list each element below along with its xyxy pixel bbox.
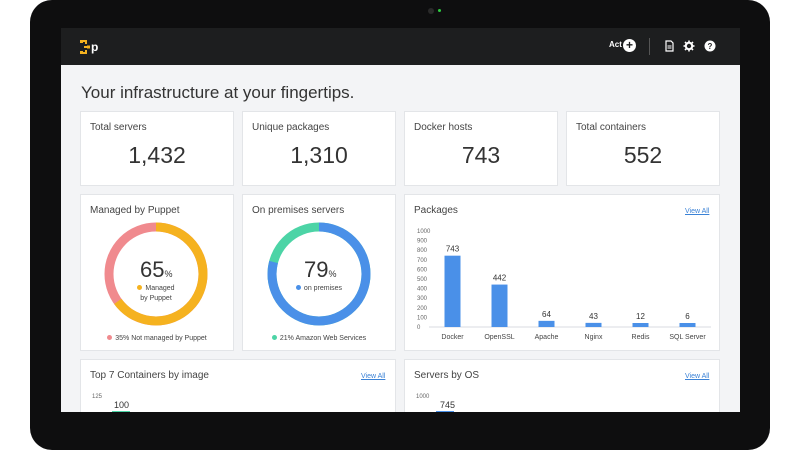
y-tick-label: 500 [417,277,428,283]
y-tick-label: 700 [417,258,428,264]
servers-by-os-card[interactable]: Servers by OS View All 1000 745 [404,359,720,412]
camera [428,8,434,14]
stat-card-total-servers[interactable]: Total servers 1,432 [80,111,234,186]
stat-label: Docker hosts [414,122,473,133]
bar-sql-server[interactable] [679,323,696,327]
bar-value-label: 12 [636,312,645,321]
donut-percent: 79% [304,257,337,282]
card-title: Top 7 Containers by image [90,370,209,381]
legend-dot [271,335,277,340]
y-tick-label: 600 [417,267,428,273]
bar-redis[interactable] [632,323,649,327]
stat-label: Unique packages [252,122,330,133]
donut-sub-label: Managed by Puppet [126,284,186,304]
card-title: Servers by OS [414,370,480,381]
toolbar-divider [649,38,650,55]
stat-value: 1,310 [290,142,348,168]
managed-donut-chart [104,222,208,326]
y-tick-label: 200 [417,306,428,312]
x-tick-label: OpenSSL [484,334,514,341]
svg-text:?: ? [708,42,713,51]
card-title: Managed by Puppet [90,205,180,216]
stat-card-unique-packages[interactable]: Unique packages 1,310 [242,111,396,186]
stat-value: 743 [461,142,501,168]
os-bar [436,411,454,412]
y-tick-label: 125 [92,394,103,400]
x-tick-label: Nginx [585,334,603,341]
stat-card-docker-hosts[interactable]: Docker hosts 743 [404,111,558,186]
stat-label: Total servers [90,122,147,133]
bar-value-label: 6 [685,312,690,321]
y-tick-label: 1000 [417,229,431,235]
top-bar: p Act + ? [61,28,740,65]
packages-view-all-link[interactable]: View All [685,208,710,215]
bar-openssl[interactable] [491,284,508,327]
managed-by-puppet-card[interactable]: Managed by Puppet 65% Managed by Puppet 3… [80,194,234,351]
packages-bar-chart: 10009008007006005004003002001000743Docke… [417,229,711,341]
document-icon[interactable] [663,40,675,52]
donut-main-arc [267,222,371,326]
containers-view-all-link[interactable]: View All [361,373,386,380]
app-screen: p Act + ? Your infrastructure at your fi… [61,28,740,412]
servers-os-view-all-link[interactable]: View All [685,373,710,380]
gear-icon[interactable] [683,40,695,52]
bar-value-label: 43 [589,312,598,321]
onprem-donut-chart [267,222,371,326]
legend-dot [107,335,113,340]
y-tick-label: 800 [417,248,428,254]
donut-sub-label: on premises [289,284,349,294]
bar-docker[interactable] [444,255,461,327]
on-premises-card[interactable]: On premises servers 79% on premises 21% … [242,194,396,351]
y-tick-label: 300 [417,296,428,302]
legend-dot [137,285,143,290]
donut-legend: 21% Amazon Web Services [243,335,395,342]
card-title: Packages [414,205,458,216]
donut-percent: 65% [140,257,173,282]
bar-value-label: 64 [542,310,551,319]
logo-letter: p [91,40,99,54]
status-led [438,9,441,12]
y-tick-label: 100 [417,315,428,321]
bar-value-label: 745 [440,400,456,410]
legend-dot [295,285,301,290]
x-tick-label: SQL Server [669,334,706,341]
container-bar [112,411,130,412]
stat-label: Total containers [576,122,647,133]
y-tick-label: 0 [417,325,421,331]
bar-value-label: 442 [493,274,507,283]
packages-card[interactable]: Packages View All 1000 900 800 700 600 500 400… [404,194,720,351]
bar-apache[interactable] [538,320,555,327]
puppet-logo-icon[interactable] [79,39,103,55]
y-tick-label: 900 [417,239,428,245]
stat-card-total-containers[interactable]: Total containers 552 [566,111,720,186]
donut-main-arc [104,222,208,326]
bar-nginx[interactable] [585,322,602,327]
page-title: Your infrastructure at your fingertips. [81,83,355,102]
y-tick-label: 1000 [416,394,430,400]
bar-value-label: 100 [114,400,130,410]
y-tick-label: 400 [417,287,428,293]
card-title: On premises servers [252,205,345,216]
x-tick-label: Redis [632,334,650,341]
donut-legend: 35% Not managed by Puppet [81,335,233,342]
stat-value: 1,432 [128,142,186,168]
top-containers-card[interactable]: Top 7 Containers by image View All 125 1… [80,359,396,412]
help-icon[interactable]: ? [704,40,716,52]
plus-icon[interactable]: + [623,39,636,52]
x-tick-label: Apache [535,334,559,341]
act-label[interactable]: Act [609,40,622,49]
stat-value: 552 [623,142,663,168]
x-tick-label: Docker [441,334,464,341]
bar-value-label: 743 [446,245,460,254]
